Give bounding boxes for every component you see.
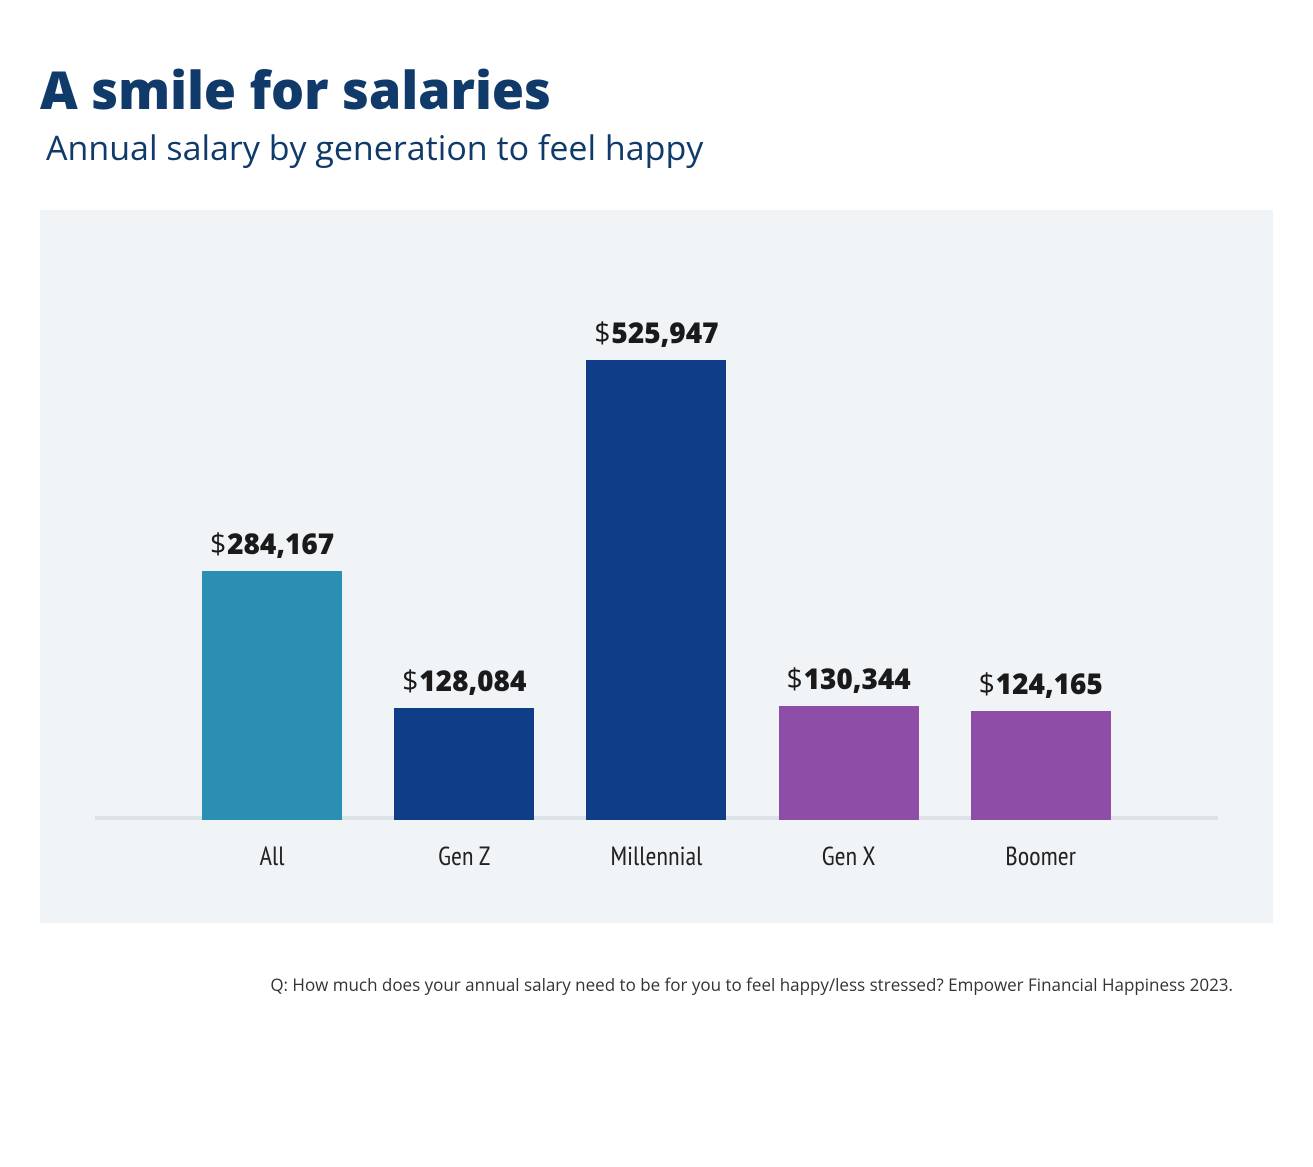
bar: $128,084 <box>394 708 534 820</box>
category-label: All <box>202 840 342 873</box>
currency-symbol: $ <box>594 314 610 352</box>
bar-value: 284,167 <box>227 525 334 563</box>
currency-symbol: $ <box>210 525 226 563</box>
bar-value: 525,947 <box>611 314 718 352</box>
bar-value-label: $525,947 <box>594 314 718 352</box>
bar-value: 128,084 <box>419 662 526 700</box>
bar-value-label: $124,165 <box>979 665 1103 703</box>
currency-symbol: $ <box>979 665 995 703</box>
category-label: Gen Z <box>394 840 534 873</box>
bar-value-label: $128,084 <box>402 662 526 700</box>
currency-symbol: $ <box>402 662 418 700</box>
chart-footnote: Q: How much does your annual salary need… <box>40 923 1273 996</box>
bar-slot: $284,167 <box>202 280 342 820</box>
chart-container: A smile for salaries Annual salary by ge… <box>0 0 1313 1036</box>
chart-plot-area: $284,167$128,084$525,947$130,344$124,165… <box>40 210 1273 923</box>
bar-value-label: $284,167 <box>210 525 334 563</box>
bar-value: 124,165 <box>996 665 1103 703</box>
category-label: Millennial <box>586 840 726 873</box>
bar: $284,167 <box>202 571 342 820</box>
category-label: Boomer <box>971 840 1111 873</box>
chart-title: A smile for salaries <box>40 60 1273 120</box>
currency-symbol: $ <box>787 660 803 698</box>
bar: $525,947 <box>586 360 726 820</box>
bar-slot: $128,084 <box>394 280 534 820</box>
bar: $130,344 <box>779 706 919 820</box>
category-axis: All Gen Z Millennial Gen X Boomer <box>95 820 1218 873</box>
bar-value-label: $130,344 <box>787 660 911 698</box>
bar-slot: $525,947 <box>586 280 726 820</box>
chart-subtitle: Annual salary by generation to feel happ… <box>46 124 1273 170</box>
bar-slot: $124,165 <box>971 280 1111 820</box>
bar-value: 130,344 <box>804 660 911 698</box>
bar-chart: $284,167$128,084$525,947$130,344$124,165 <box>95 280 1218 820</box>
bar: $124,165 <box>971 711 1111 820</box>
category-label: Gen X <box>779 840 919 873</box>
bar-slot: $130,344 <box>779 280 919 820</box>
